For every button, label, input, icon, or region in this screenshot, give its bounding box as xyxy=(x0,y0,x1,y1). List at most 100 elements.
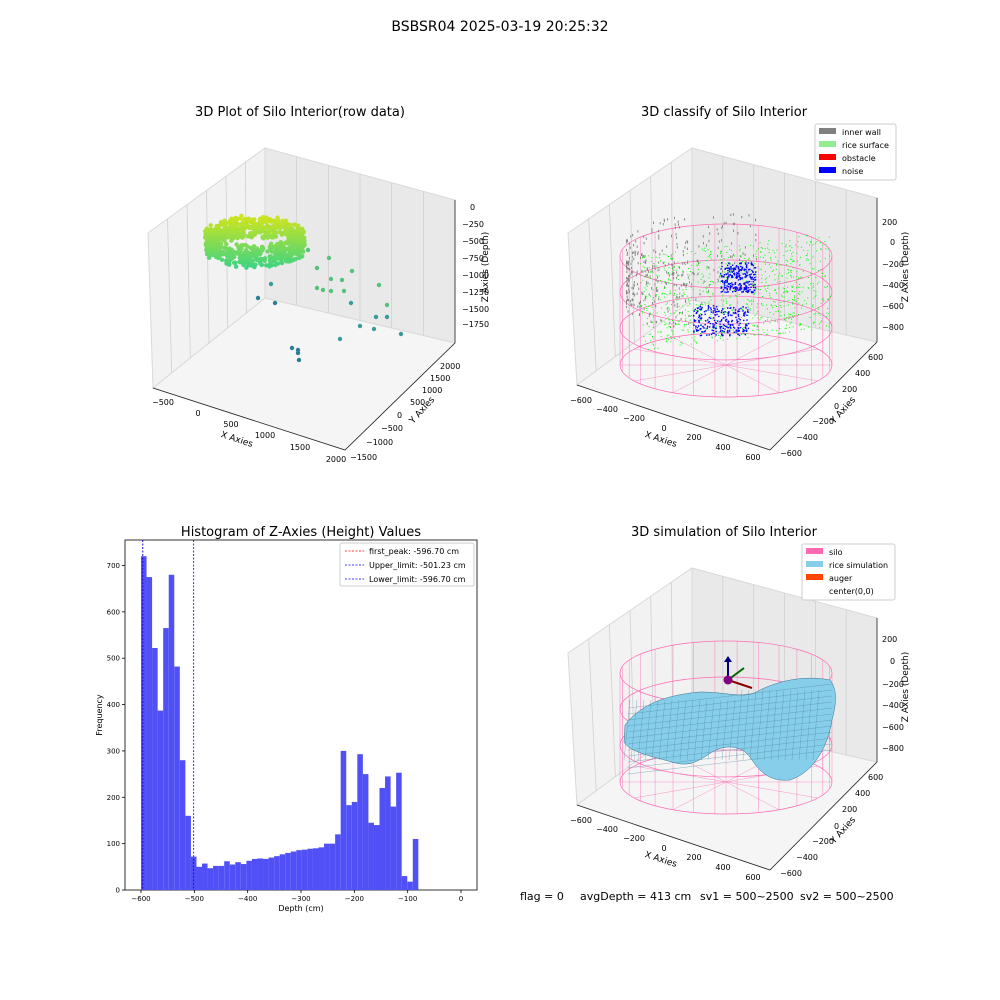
wall-point xyxy=(751,282,753,286)
rice-point xyxy=(774,319,776,321)
rice-point xyxy=(776,249,778,251)
wall-point xyxy=(674,322,676,325)
legend-swatch-obstacle xyxy=(819,154,836,160)
noise-point xyxy=(735,331,737,333)
rice-point xyxy=(792,312,794,314)
raw-z-tick: −750 xyxy=(462,254,484,263)
rice-point xyxy=(702,304,704,306)
rice-point xyxy=(759,242,761,244)
rice-point xyxy=(802,269,804,271)
rice-point xyxy=(671,303,673,305)
rice-point xyxy=(721,312,723,314)
classify-y-tick: −600 xyxy=(780,449,802,458)
rice-point xyxy=(668,278,670,280)
rice-point xyxy=(729,304,731,306)
rice-point xyxy=(767,287,769,289)
wall-point xyxy=(703,280,705,283)
wall-point xyxy=(682,250,684,253)
rice-point xyxy=(767,243,769,245)
rice-point xyxy=(650,261,652,263)
rice-point xyxy=(677,261,679,263)
rice-point xyxy=(728,324,730,326)
raw-point xyxy=(253,257,258,262)
hist-legend: first_peak: -596.70 cm Upper_limit: -501… xyxy=(339,542,475,587)
noise-point xyxy=(722,334,724,337)
raw-z-tick: −1750 xyxy=(462,320,489,329)
rice-point xyxy=(725,281,727,283)
raw-point xyxy=(287,259,293,264)
noise-point xyxy=(744,273,747,275)
rice-point xyxy=(649,277,651,279)
raw-point xyxy=(288,251,293,257)
wall-point xyxy=(628,290,630,293)
rice-point xyxy=(780,264,782,266)
flag-text: flag = 0 xyxy=(520,890,564,903)
wall-point xyxy=(676,242,678,246)
rice-point xyxy=(672,320,674,322)
rice-point xyxy=(672,253,674,255)
rice-point xyxy=(772,313,774,315)
noise-point xyxy=(706,325,709,328)
wall-point xyxy=(667,310,669,313)
noise-point xyxy=(747,282,749,284)
rice-point xyxy=(701,273,703,275)
wall-point xyxy=(681,274,683,277)
sv2-text: sv2 = 500~2500 xyxy=(800,890,894,903)
rice-point xyxy=(822,244,824,246)
rice-point xyxy=(683,323,685,325)
sim-x-tick: 200 xyxy=(686,853,701,862)
wall-point xyxy=(708,284,710,287)
noise-point xyxy=(703,310,706,313)
rice-point xyxy=(651,321,653,323)
noise-point xyxy=(734,311,737,314)
rice-point xyxy=(784,327,786,329)
noise-point xyxy=(733,286,736,289)
noise-point xyxy=(737,279,740,281)
rice-point xyxy=(664,293,666,295)
rice-point xyxy=(806,255,808,257)
rice-point xyxy=(712,281,714,283)
wall-point xyxy=(658,234,660,237)
wall-point xyxy=(717,232,719,235)
rice-point xyxy=(688,268,690,270)
rice-point xyxy=(744,271,746,273)
rice-point xyxy=(695,309,697,311)
rice-point xyxy=(725,302,727,304)
rice-point xyxy=(822,297,824,299)
rice-point xyxy=(720,285,722,287)
mesh-line xyxy=(812,689,820,761)
rice-point xyxy=(812,283,814,285)
rice-point xyxy=(645,298,647,300)
rice-point xyxy=(684,293,686,295)
hist-bar xyxy=(229,864,236,890)
noise-point xyxy=(747,262,750,264)
rice-point xyxy=(780,306,782,308)
noise-point xyxy=(726,264,729,267)
rice-point xyxy=(765,259,767,261)
wall-point xyxy=(718,240,720,243)
classify-legend: inner wall rice surface obstacle noise xyxy=(814,123,897,181)
wall-point xyxy=(657,289,659,292)
sim-z-tick: −600 xyxy=(882,723,904,732)
silo-spoke xyxy=(672,364,727,393)
hist-bar xyxy=(263,858,269,890)
rice-point xyxy=(717,281,719,283)
rice-point xyxy=(776,263,778,265)
silo-spoke xyxy=(725,348,818,366)
noise-point xyxy=(727,267,729,270)
rice-point xyxy=(814,295,816,297)
rice-point xyxy=(753,293,755,295)
rice-point xyxy=(690,251,692,253)
rice-point xyxy=(645,289,647,291)
wall-point xyxy=(664,264,666,267)
hist-bar xyxy=(346,805,352,890)
raw-point xyxy=(241,231,246,237)
mesh-line xyxy=(627,743,833,769)
legend-swatch-inner-wall xyxy=(819,128,836,134)
noise-point xyxy=(739,322,741,325)
wall-point xyxy=(633,243,635,247)
wall-point xyxy=(628,288,630,291)
noise-point xyxy=(727,313,730,315)
wall-point xyxy=(676,246,678,249)
rice-point xyxy=(778,287,780,289)
